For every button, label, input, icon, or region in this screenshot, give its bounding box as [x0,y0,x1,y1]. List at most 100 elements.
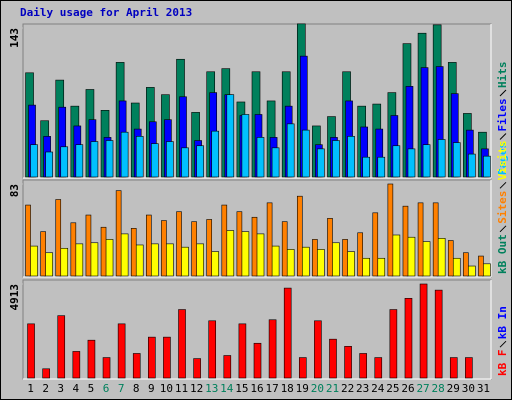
x-tick-label: 20 [311,382,324,395]
x-tick-label: 2 [42,382,49,395]
legend-separator [499,340,507,348]
bar [392,145,401,178]
bar [148,336,156,379]
x-tick-label: 30 [462,382,475,395]
bar [407,148,416,178]
x-tick-label: 13 [205,382,218,395]
bar [55,199,62,277]
bar [402,205,409,277]
bar [100,226,107,277]
bar [45,151,53,178]
bar [347,136,355,178]
bar [87,339,96,379]
bar [419,283,428,379]
bar [115,190,122,277]
x-tick-label: 27 [416,382,429,395]
x-tick-label: 16 [250,382,263,395]
x-tick-label: 10 [160,382,173,395]
x-tick-label: 26 [401,382,414,395]
x-tick-label: 6 [103,382,110,395]
legend-label: Visits [496,141,509,181]
bar [478,255,484,277]
bar [271,147,280,178]
x-tick-label: 23 [356,382,369,395]
bar [181,147,189,178]
bar [329,338,337,379]
y-tick-label: 143 [8,28,21,48]
legend-separator [499,89,507,97]
bar [253,342,262,379]
bar [206,219,213,277]
bar [268,319,277,379]
bar [317,148,325,178]
bar [196,145,204,178]
bar [211,130,220,178]
x-tick-label: 21 [326,382,339,395]
bar [447,240,454,277]
bar [223,355,232,379]
x-tick-label: 9 [148,382,155,395]
bar [314,320,322,379]
bar [256,137,265,178]
bar [132,353,141,379]
bar [208,320,217,379]
bar [90,141,99,178]
bar [432,202,439,277]
legend-label: kB In [496,306,509,339]
x-tick-label: 22 [341,382,354,395]
bar [166,141,174,178]
bar [178,309,186,379]
bar [463,252,469,277]
bar [286,123,295,178]
x-tick-label: 11 [175,382,188,395]
bar [27,323,35,379]
x-tick-label: 28 [432,382,445,395]
bar [30,144,38,178]
legend-label: Hits [496,62,509,89]
x-tick-label: 25 [386,382,399,395]
bar [332,140,340,178]
x-tick-label: 4 [73,382,80,395]
chart-title: Daily usage for April 2013 [20,6,192,19]
bar [452,142,461,178]
legend-label: Pages [496,142,509,175]
bar [72,351,81,379]
x-tick-label: 19 [296,382,309,395]
legend-label: Files [496,98,509,131]
x-tick-label: 18 [281,382,294,395]
bar [296,195,303,277]
y-tick-label: 83 [8,184,21,197]
bar [151,143,159,178]
legend-separator [499,181,507,189]
bar [357,232,363,277]
bar [372,212,379,277]
bar [25,204,31,277]
bar [130,228,137,277]
bar [422,144,431,178]
bar [105,140,114,178]
x-tick-label: 17 [265,382,278,395]
bar [283,287,292,379]
bar [359,353,367,379]
bar [281,221,288,277]
x-tick-label: 8 [133,382,140,395]
x-tick-label: 1 [27,382,34,395]
bar [404,298,413,379]
bar [312,239,318,277]
bar [191,221,197,277]
x-tick-label: 14 [220,382,234,395]
bar [117,323,126,379]
bar [465,357,473,379]
bar [40,231,46,277]
bar [251,216,258,277]
legend-separator [499,133,507,140]
bar [468,153,476,178]
bar [70,222,77,277]
bar [57,315,66,379]
bar [226,94,235,178]
bar [102,357,111,379]
bar [75,144,84,178]
bar [298,357,307,379]
